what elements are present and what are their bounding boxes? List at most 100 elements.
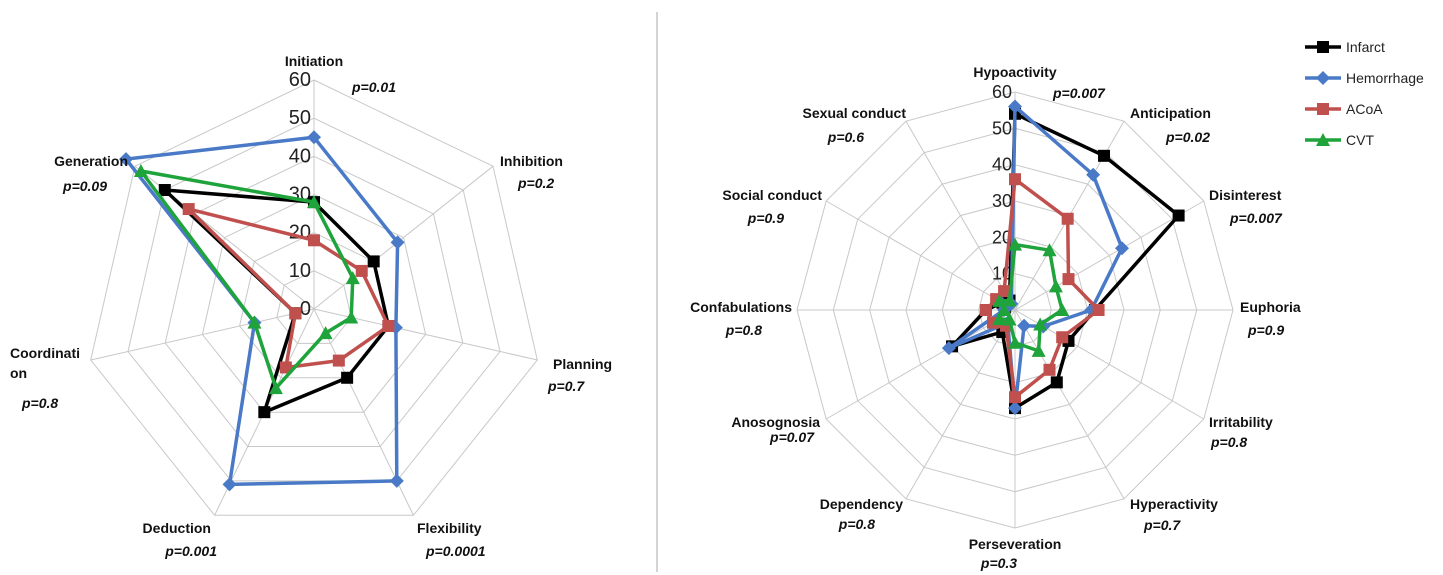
axis-label: Anticipation (1130, 105, 1211, 121)
data-point (307, 130, 321, 145)
data-point (158, 184, 171, 197)
series-line (186, 207, 391, 370)
p-value-label: p=0.07 (769, 429, 815, 445)
data-point (345, 271, 360, 285)
data-point (1008, 99, 1022, 114)
series-acoa (979, 173, 1105, 404)
axis-spoke (825, 309, 1016, 420)
data-point (307, 195, 321, 209)
p-value-label: p=0.8 (838, 516, 875, 532)
data-point (1009, 391, 1021, 404)
axis-label-line: Coordinati (10, 345, 80, 361)
series-hemorrhage (119, 130, 405, 492)
data-point (390, 235, 405, 250)
p-value-label: p=0.007 (1052, 85, 1106, 101)
p-value-label: p=0.001 (164, 543, 217, 559)
tick-label: 60 (992, 82, 1012, 102)
p-value-label: p=0.01 (351, 79, 396, 95)
data-point (289, 307, 302, 320)
series-acoa (182, 203, 395, 374)
data-point (389, 473, 404, 488)
p-value-label: p=0.8 (1210, 434, 1247, 450)
legend-item-hemorrhage: Hemorrhage (1305, 70, 1424, 86)
data-point (1033, 317, 1048, 331)
series-cvt (992, 237, 1070, 357)
data-point (1002, 293, 1017, 307)
axis-spoke (905, 309, 1016, 500)
axis-label: Generation (54, 153, 128, 169)
tick-label: 30 (992, 191, 1012, 211)
data-point (344, 310, 359, 324)
data-point (1008, 335, 1022, 349)
legend-label: Infarct (1346, 39, 1385, 55)
grid-ring (90, 79, 538, 516)
axis-label: Irritability (1209, 414, 1273, 430)
data-point (998, 285, 1011, 298)
p-value-label: p=0.3 (980, 555, 1017, 571)
data-point (1017, 318, 1032, 333)
data-point (382, 319, 395, 332)
axis-label: Coordinati on (10, 345, 80, 381)
legend-item-cvt: CVT (1305, 132, 1374, 148)
p-value-label: p=0.0001 (425, 543, 486, 559)
data-point (992, 293, 1007, 307)
data-point (258, 406, 271, 419)
axis-spoke (1014, 200, 1205, 311)
tick-label: 50 (992, 118, 1012, 138)
legend-marker (1316, 133, 1330, 146)
legend-marker (1317, 103, 1329, 115)
axis-label: Sexual conduct (803, 105, 907, 121)
data-point (1062, 273, 1075, 286)
data-point (1009, 173, 1021, 186)
data-point (355, 264, 368, 277)
axis-label: Deduction (143, 520, 211, 536)
legend-label: ACoA (1346, 101, 1383, 117)
data-point (1050, 376, 1063, 389)
axis-label-line: on (10, 365, 27, 381)
p-value-label: p=0.09 (62, 178, 107, 194)
radar-chart-executive: 0102030405060Initiationp=0.01Inhibitionp… (10, 53, 612, 559)
axis-label: Dependency (820, 496, 903, 512)
p-value-label: p=0.7 (547, 378, 585, 394)
tick-label: 40 (992, 155, 1012, 175)
data-point (997, 303, 1012, 316)
p-value-label: p=0.8 (725, 322, 762, 338)
axis-label: Disinterest (1209, 187, 1282, 203)
tick-label: 60 (289, 69, 311, 91)
data-point (1055, 303, 1070, 316)
series-cvt (133, 163, 360, 395)
legend-marker (1317, 41, 1329, 53)
axis-spoke (825, 200, 1016, 311)
axis-spoke (90, 308, 315, 361)
axis-label: Anosognosia (731, 414, 820, 430)
axis-label: Euphoria (1240, 299, 1301, 315)
legend-marker (1316, 71, 1330, 85)
data-point (279, 361, 292, 374)
data-point (247, 315, 262, 329)
data-point (318, 326, 333, 340)
series-hemorrhage (941, 99, 1129, 416)
data-point (308, 234, 320, 247)
p-value-label: p=0.9 (747, 210, 784, 226)
data-point (341, 371, 354, 384)
p-value-label: p=0.2 (517, 175, 554, 191)
tick-label: 40 (289, 145, 311, 167)
axis-label: Social conduct (722, 187, 822, 203)
legend-item-acoa: ACoA (1305, 101, 1383, 117)
data-point (1042, 243, 1057, 257)
axis-spoke (1014, 309, 1125, 500)
data-point (1061, 212, 1074, 225)
data-point (1056, 331, 1069, 344)
axis-label: Hypoactivity (973, 64, 1056, 80)
data-point (1008, 401, 1022, 416)
radar-chart-behavioral: 0102030405060Hypoactivityp=0.007Anticipa… (690, 64, 1301, 571)
grid-ring (201, 193, 427, 413)
legend-item-infarct: Infarct (1305, 39, 1385, 55)
data-point (367, 255, 380, 268)
data-point (133, 163, 148, 177)
data-point (1086, 167, 1101, 182)
data-point (992, 312, 1007, 326)
data-point (979, 304, 992, 316)
tick-label: 20 (992, 227, 1012, 247)
